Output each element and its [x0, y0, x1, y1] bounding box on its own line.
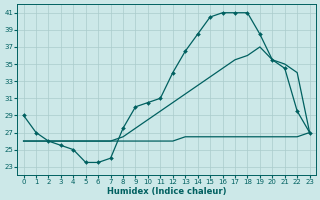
X-axis label: Humidex (Indice chaleur): Humidex (Indice chaleur) [107, 187, 226, 196]
